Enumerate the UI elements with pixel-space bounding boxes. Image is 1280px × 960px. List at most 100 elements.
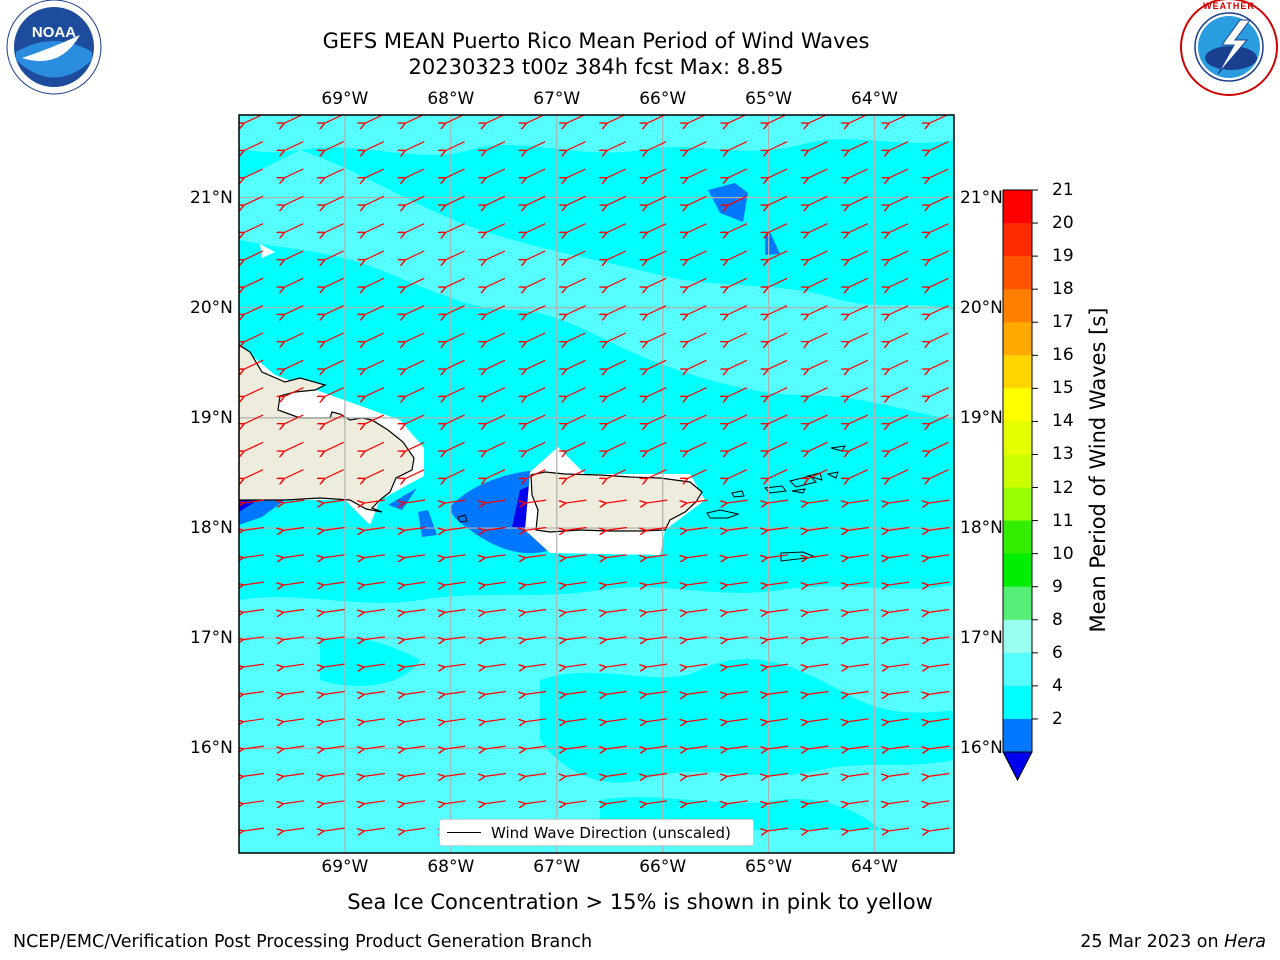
wind-arrow: [524, 690, 547, 694]
wind-arrow: [807, 581, 829, 585]
wind-arrow: [888, 277, 909, 287]
wind-arrow: [726, 745, 748, 749]
wind-arrow: [524, 663, 547, 667]
wind-arrow: [363, 718, 385, 722]
lat-tick-label-right: 21°N: [960, 187, 1003, 208]
wind-arrow: [929, 469, 949, 479]
wind-arrow: [525, 141, 546, 151]
wind-arrow: [404, 414, 425, 424]
wind-arrow: [767, 195, 788, 205]
wind-arrow: [242, 554, 264, 558]
wind-arrow: [403, 499, 426, 503]
wind-arrow: [929, 195, 949, 205]
wind-arrow: [687, 359, 707, 369]
wind-arrow: [485, 277, 506, 287]
wind-arrow: [363, 663, 385, 667]
wind-arrow: [686, 690, 708, 694]
colorbar-segment: [1003, 454, 1032, 489]
wind-arrow: [645, 636, 668, 640]
noaa-logo-text: NOAA: [32, 24, 76, 41]
wind-arrow: [242, 526, 264, 530]
wind-arrow: [767, 277, 788, 287]
wind-arrow: [929, 115, 949, 123]
colorbar-frame: [1002, 189, 1033, 753]
colorbar-tick-label: 20: [1052, 213, 1074, 234]
wind-arrow: [645, 526, 668, 530]
wind-arrow: [242, 800, 264, 804]
colorbar-tick-label: 18: [1052, 279, 1074, 300]
wind-arrow: [565, 772, 587, 776]
wind-arrow: [566, 332, 586, 342]
wind-arrow: [928, 718, 950, 722]
wind-arrow: [524, 800, 547, 804]
wind-arrow: [605, 800, 627, 804]
wind-arrow: [283, 168, 304, 178]
wind-arrow: [283, 359, 304, 369]
wind-arrow: [324, 250, 344, 260]
wind-arrow: [324, 141, 344, 151]
wind-arrow: [323, 636, 345, 640]
wind-arrow: [646, 469, 667, 479]
lat-tick-label-right: 17°N: [960, 628, 1003, 649]
wind-arrow: [403, 772, 426, 776]
wind-arrow: [324, 359, 344, 369]
wind-arrow: [445, 115, 465, 123]
wind-arrow: [928, 526, 950, 530]
colorbar-segment: [1003, 520, 1032, 555]
wind-arrow: [485, 250, 506, 260]
wind-arrow: [766, 636, 789, 640]
wind-arrow: [726, 581, 748, 585]
wind-arrow: [687, 223, 707, 233]
wind-arrow: [847, 636, 869, 640]
wind-arrow: [646, 250, 667, 260]
wind-arrow: [566, 359, 586, 369]
wind-arrow: [686, 800, 708, 804]
wind-arrow: [807, 718, 829, 722]
wind-arrow: [282, 608, 305, 612]
wind-arrow: [726, 718, 748, 722]
lat-tick-label-left: 20°N: [190, 297, 233, 318]
wind-arrow: [847, 718, 869, 722]
footer-credit: NCEP/EMC/Verification Post Processing Pr…: [13, 932, 593, 952]
wind-arrow: [242, 745, 264, 749]
wind-arrow: [283, 195, 304, 205]
lat-tick-label-right: 19°N: [960, 407, 1003, 428]
wind-arrow: [807, 636, 829, 640]
wind-arrow: [565, 745, 587, 749]
wind-arrow: [565, 581, 587, 585]
lat-tick-label-left: 21°N: [190, 187, 233, 208]
wind-arrow: [606, 414, 627, 424]
wind-arrow: [565, 526, 587, 530]
nws-logo: WEATHER: [1180, 0, 1278, 96]
wind-arrow: [525, 414, 546, 424]
wind-arrow: [243, 469, 264, 479]
colorbar-tick-label: 6: [1052, 642, 1063, 663]
wind-arrow: [243, 168, 264, 178]
wind-arrow: [847, 827, 869, 831]
wind-arrow: [888, 141, 909, 151]
wind-arrow: [848, 387, 869, 397]
wind-arrow: [646, 414, 667, 424]
wind-arrow: [445, 168, 465, 178]
wind-arrow: [243, 277, 264, 287]
wind-arrow: [243, 305, 264, 315]
wind-arrow: [363, 608, 385, 612]
wind-arrow: [243, 115, 263, 123]
wind-arrow: [727, 359, 748, 369]
wind-arrow: [566, 250, 586, 260]
wind-arrow: [524, 526, 547, 530]
wind-arrow: [404, 195, 425, 205]
wind-arrow: [485, 414, 506, 424]
wind-arrow: [364, 115, 384, 123]
colorbar-tick-label: 10: [1052, 543, 1074, 564]
wind-arrow: [524, 499, 547, 503]
wind-arrow: [928, 690, 950, 694]
wind-arrow: [726, 800, 748, 804]
wind-arrow: [808, 414, 828, 424]
lon-tick-label-top: 67°W: [533, 89, 581, 109]
wind-arrow: [686, 554, 708, 558]
wind-arrow: [726, 499, 748, 503]
colorbar-tick-label: 12: [1052, 477, 1074, 498]
wind-arrow: [404, 223, 425, 233]
wind-arrow: [324, 387, 344, 397]
